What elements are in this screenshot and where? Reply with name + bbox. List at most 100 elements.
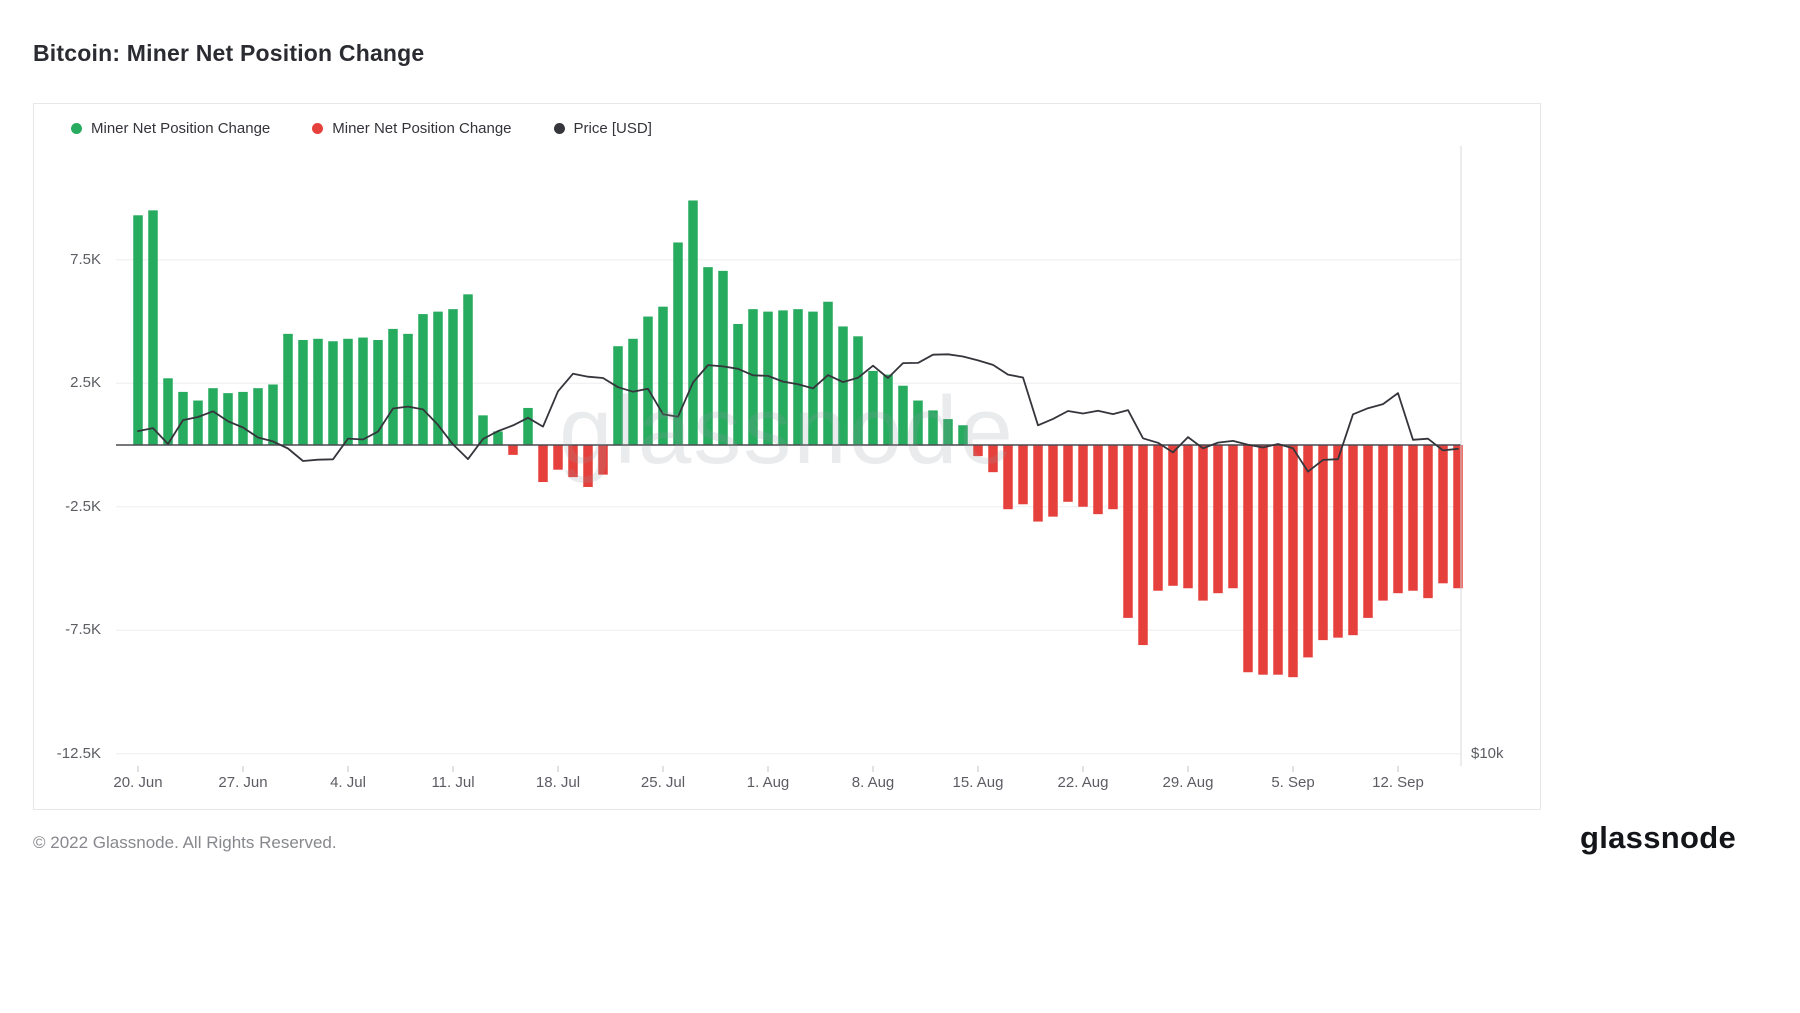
bar[interactable]	[1378, 445, 1388, 601]
legend-item-price[interactable]: Price [USD]	[553, 120, 652, 137]
bar[interactable]	[433, 311, 443, 445]
price-line[interactable]	[137, 353, 1459, 473]
bar[interactable]	[598, 445, 608, 475]
bar[interactable]	[1318, 445, 1328, 641]
legend-label: Price [USD]	[573, 120, 652, 137]
bar[interactable]	[208, 388, 218, 445]
bar[interactable]	[163, 378, 173, 445]
bar[interactable]	[928, 410, 938, 445]
bar[interactable]	[748, 309, 758, 445]
bar[interactable]	[958, 425, 968, 445]
bar[interactable]	[538, 445, 548, 483]
bar[interactable]	[583, 445, 593, 487]
x-axis-label: 18. Jul	[535, 774, 581, 791]
bar[interactable]	[898, 385, 908, 445]
bar[interactable]	[253, 388, 263, 445]
bar[interactable]	[613, 346, 623, 445]
bar[interactable]	[1363, 445, 1373, 618]
bar[interactable]	[883, 374, 893, 445]
bar[interactable]	[1438, 445, 1448, 584]
bar[interactable]	[1243, 445, 1253, 673]
bar[interactable]	[808, 311, 818, 445]
bar[interactable]	[1423, 445, 1433, 599]
bar[interactable]	[658, 306, 668, 445]
bar[interactable]	[1048, 445, 1058, 517]
bar[interactable]	[148, 210, 158, 445]
bar[interactable]	[358, 337, 368, 445]
bar[interactable]	[868, 370, 878, 445]
bar[interactable]	[1183, 445, 1193, 589]
bar[interactable]	[1348, 445, 1358, 636]
bar[interactable]	[283, 333, 293, 445]
bar[interactable]	[1228, 445, 1238, 589]
bar[interactable]	[553, 445, 563, 470]
bar[interactable]	[1138, 445, 1148, 646]
legend-item-miner-negative[interactable]: Miner Net Position Change	[312, 120, 512, 137]
bar[interactable]	[523, 407, 533, 445]
bar[interactable]	[763, 311, 773, 445]
bar[interactable]	[1093, 445, 1103, 515]
bar[interactable]	[1393, 445, 1403, 594]
bar[interactable]	[388, 328, 398, 445]
bar[interactable]	[1108, 445, 1118, 510]
bar[interactable]	[343, 338, 353, 445]
bar[interactable]	[943, 419, 953, 445]
x-axis-label: 29. Aug	[1162, 774, 1214, 791]
bar[interactable]	[418, 314, 428, 445]
bar[interactable]	[298, 340, 308, 445]
plot-area	[116, 146, 1463, 772]
legend-dot-green-icon	[71, 123, 82, 134]
bar[interactable]	[988, 445, 998, 473]
bar[interactable]	[1303, 445, 1313, 658]
bar[interactable]	[1063, 445, 1073, 502]
bar[interactable]	[313, 338, 323, 445]
y-axis-label: -7.5K	[65, 621, 101, 639]
bar[interactable]	[268, 384, 278, 445]
bar[interactable]	[328, 341, 338, 445]
bar[interactable]	[853, 336, 863, 445]
bar[interactable]	[1018, 445, 1028, 505]
bar[interactable]	[1078, 445, 1088, 507]
bar[interactable]	[478, 415, 488, 445]
bar[interactable]	[1288, 445, 1298, 678]
bar[interactable]	[1213, 445, 1223, 594]
bar[interactable]	[793, 309, 803, 445]
bar[interactable]	[823, 301, 833, 445]
bar[interactable]	[568, 445, 578, 478]
bar[interactable]	[1123, 445, 1133, 618]
bar[interactable]	[778, 310, 788, 445]
bar[interactable]	[703, 267, 713, 445]
bar[interactable]	[688, 200, 698, 445]
bar[interactable]	[1258, 445, 1268, 675]
bar[interactable]	[1003, 445, 1013, 510]
bar[interactable]	[1453, 445, 1463, 589]
bar[interactable]	[718, 270, 728, 445]
bar[interactable]	[1273, 445, 1283, 675]
bar[interactable]	[373, 340, 383, 445]
bar[interactable]	[643, 316, 653, 445]
bar[interactable]	[238, 391, 248, 445]
bar[interactable]	[493, 431, 503, 445]
y-axis-label: 7.5K	[70, 250, 101, 268]
bar[interactable]	[973, 445, 983, 457]
bar[interactable]	[913, 400, 923, 445]
bar[interactable]	[403, 333, 413, 445]
bar[interactable]	[178, 391, 188, 445]
legend-item-miner-positive[interactable]: Miner Net Position Change	[71, 120, 270, 137]
bar[interactable]	[1153, 445, 1163, 591]
bar[interactable]	[1168, 445, 1178, 586]
bar[interactable]	[1198, 445, 1208, 601]
bar[interactable]	[673, 242, 683, 445]
bar[interactable]	[838, 326, 848, 445]
bar[interactable]	[463, 294, 473, 445]
bar[interactable]	[193, 400, 203, 445]
bar[interactable]	[1333, 445, 1343, 638]
bar[interactable]	[508, 445, 518, 455]
bar[interactable]	[733, 323, 743, 445]
bar[interactable]	[1408, 445, 1418, 591]
bar[interactable]	[133, 215, 143, 445]
bar[interactable]	[448, 309, 458, 445]
bar[interactable]	[223, 393, 233, 445]
bar[interactable]	[1033, 445, 1043, 522]
legend: Miner Net Position Change Miner Net Posi…	[71, 120, 652, 137]
